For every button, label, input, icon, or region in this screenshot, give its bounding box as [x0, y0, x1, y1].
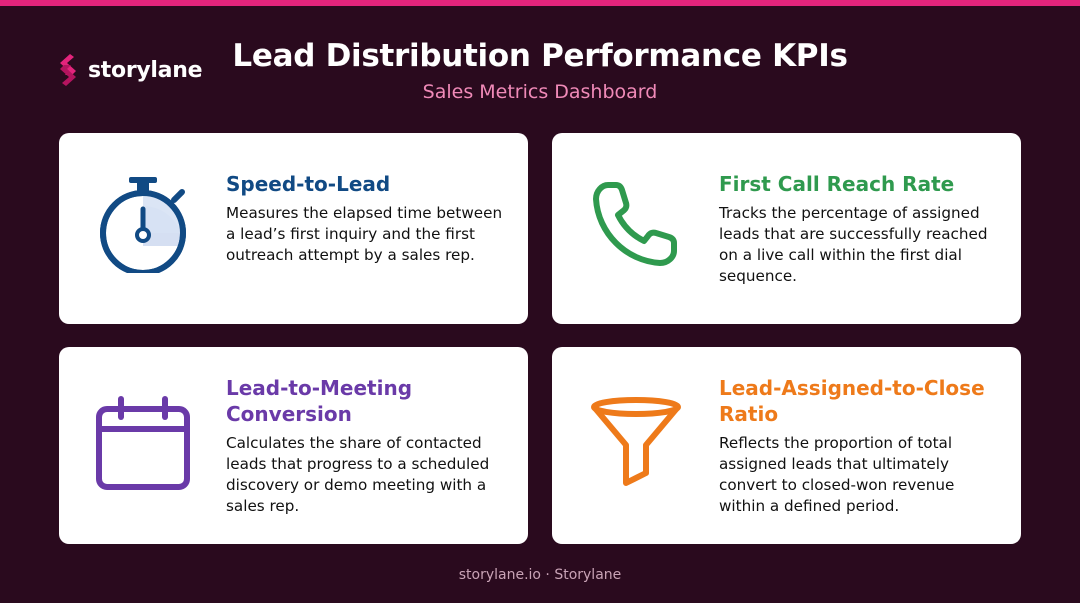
- calendar-icon: [96, 396, 190, 490]
- phone-icon: [593, 182, 677, 266]
- kpi-card-speed-to-lead: Speed-to-Lead Measures the elapsed time …: [59, 133, 528, 324]
- kpi-description: Reflects the proportion of total assigne…: [719, 434, 955, 515]
- brand-logo[interactable]: storylane: [56, 52, 202, 88]
- kpi-card-first-call-reach-rate: First Call Reach Rate Tracks the percent…: [552, 133, 1021, 324]
- kpi-title: Lead-Assigned-to-Close Ratio: [719, 376, 985, 426]
- kpi-title: Speed-to-Lead: [226, 172, 391, 196]
- kpi-card-lead-to-meeting-conversion: Lead-to-Meeting Conversion Calculates th…: [59, 347, 528, 544]
- page-title: Lead Distribution Performance KPIs: [232, 38, 848, 74]
- footer-credit: storylane.io · Storylane: [458, 567, 622, 583]
- brand-name: storylane: [88, 57, 203, 83]
- funnel-icon: [591, 397, 681, 486]
- kpi-description: Tracks the percentage of assigned leads …: [719, 204, 988, 285]
- kpi-card-lead-assigned-to-close-ratio: Lead-Assigned-to-Close Ratio Reflects th…: [552, 347, 1021, 544]
- kpi-description: Calculates the share of contacted leads …: [226, 434, 490, 515]
- kpi-description: Measures the elapsed time between a lead…: [226, 204, 503, 264]
- page-subtitle: Sales Metrics Dashboard: [422, 81, 658, 103]
- kpi-title: Lead-to-Meeting Conversion: [226, 376, 413, 426]
- stopwatch-icon: [100, 177, 186, 273]
- storylane-logo-icon: [60, 54, 76, 86]
- top-accent-bar: [0, 0, 1080, 6]
- kpi-title: First Call Reach Rate: [719, 172, 955, 196]
